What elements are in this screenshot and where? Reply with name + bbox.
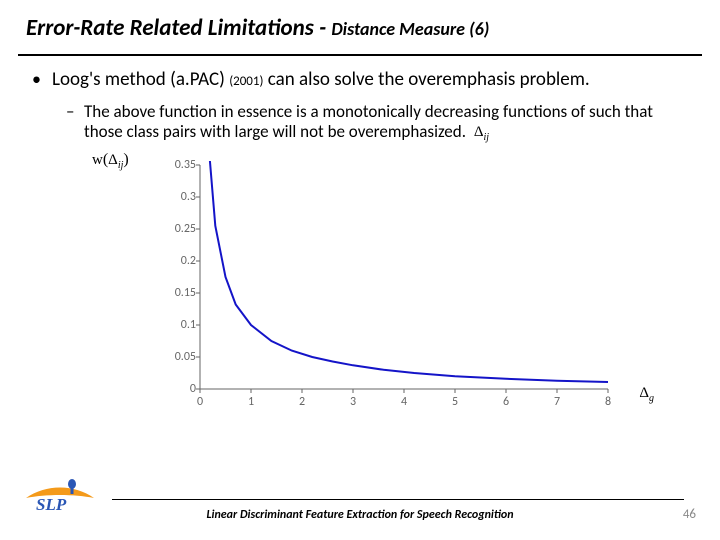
chart-xtick: 3 bbox=[343, 395, 363, 409]
chart-xtick: 6 bbox=[496, 395, 516, 409]
chart-xtick: 7 bbox=[547, 395, 567, 409]
bullet2-text: The above function in essence is a monot… bbox=[84, 102, 694, 145]
footer-divider bbox=[112, 499, 684, 500]
body: • Loog's method (a.PAC) (2001) can also … bbox=[0, 56, 720, 417]
chart-xtick: 1 bbox=[241, 395, 261, 409]
chart-ytick: 0.35 bbox=[152, 158, 196, 172]
chart-ytick: 0.2 bbox=[152, 254, 196, 268]
bullet1-text: Loog's method (a.PAC) (2001) can also so… bbox=[52, 68, 590, 92]
chart-xlabel: Δg bbox=[639, 385, 654, 404]
delta-ij-inline: Δij bbox=[474, 123, 489, 144]
chart-xtick: 8 bbox=[598, 395, 618, 409]
title-sub: Distance Measure (6) bbox=[331, 18, 489, 40]
chart-ytick: 0.15 bbox=[152, 286, 196, 300]
bullet-dot: • bbox=[32, 68, 52, 92]
slide-number: 46 bbox=[683, 507, 696, 522]
chart-ytick: 0.3 bbox=[152, 190, 196, 204]
bullet-level1: • Loog's method (a.PAC) (2001) can also … bbox=[32, 68, 694, 92]
chart-xtick: 5 bbox=[445, 395, 465, 409]
chart-ylabel: w(Δij) bbox=[92, 151, 129, 171]
chart-xtick: 4 bbox=[394, 395, 414, 409]
footer-text: Linear Discriminant Feature Extraction f… bbox=[0, 508, 720, 522]
footer: Linear Discriminant Feature Extraction f… bbox=[0, 499, 720, 522]
bullet-level2: – The above function in essence is a mon… bbox=[66, 102, 694, 145]
bullet-dash: – bbox=[66, 102, 84, 145]
chart: w(Δij) Δg 00.050.10.150.20.250.30.350123… bbox=[146, 157, 626, 417]
chart-ytick: 0.1 bbox=[152, 318, 196, 332]
chart-xtick: 2 bbox=[292, 395, 312, 409]
chart-ytick: 0 bbox=[152, 382, 196, 396]
title-main: Error-Rate Related Limitations - bbox=[26, 14, 331, 42]
chart-svg bbox=[146, 157, 626, 417]
chart-xtick: 0 bbox=[190, 395, 210, 409]
chart-ytick: 0.25 bbox=[152, 222, 196, 236]
chart-ytick: 0.05 bbox=[152, 350, 196, 364]
slide-title: Error-Rate Related Limitations - Distanc… bbox=[0, 0, 720, 48]
